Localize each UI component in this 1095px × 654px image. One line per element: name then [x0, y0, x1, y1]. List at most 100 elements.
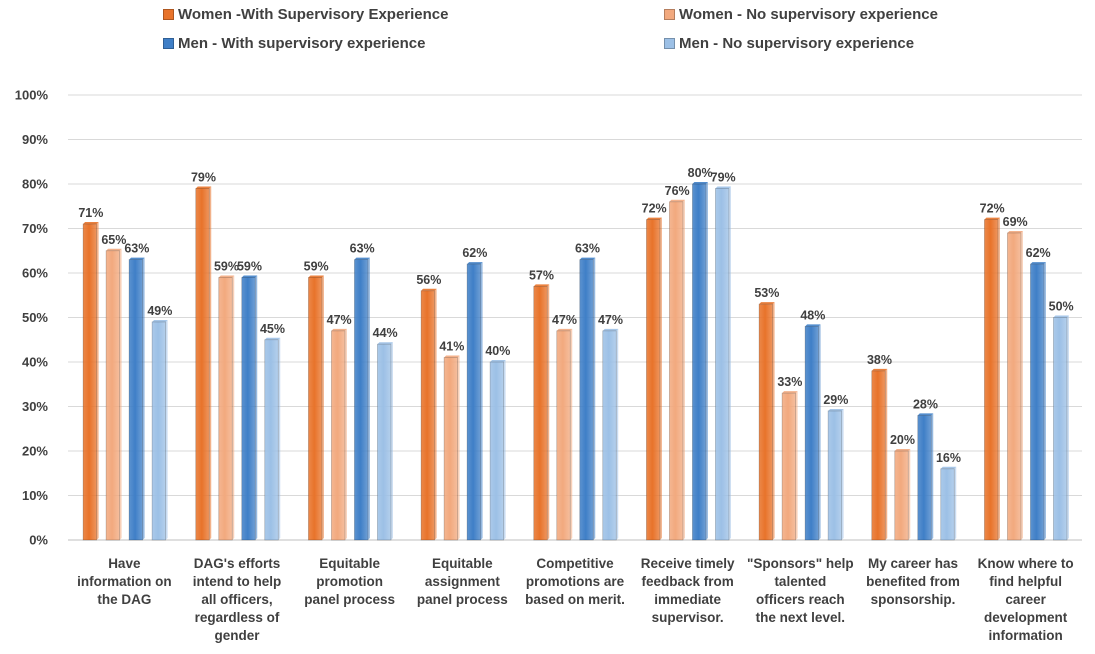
bar: [1007, 232, 1022, 541]
bar: [1053, 317, 1068, 541]
data-label: 33%: [777, 375, 802, 389]
bar-side: [480, 262, 483, 540]
bar-top: [218, 275, 235, 278]
bar-side: [841, 408, 844, 540]
x-tick-label: Receive timely feedback from immediate supe…: [641, 556, 735, 625]
bar-side: [795, 391, 798, 540]
bar-side: [818, 324, 821, 540]
data-label: 47%: [552, 313, 577, 327]
bar-side: [1020, 230, 1023, 540]
bar: [692, 183, 707, 541]
y-tick-label: 80%: [22, 177, 48, 192]
legend-swatch: [163, 38, 174, 49]
bar: [128, 259, 143, 541]
bar-side: [503, 360, 506, 540]
data-label: 41%: [439, 340, 464, 354]
data-label: 16%: [936, 451, 961, 465]
data-label: 57%: [529, 268, 554, 282]
bar-top: [195, 186, 212, 189]
bar: [781, 392, 796, 541]
legend-swatch: [163, 9, 174, 20]
bar-top: [917, 413, 934, 416]
x-tick-label: Competitive promotions are based on merit.: [525, 556, 625, 607]
bar-side: [682, 199, 685, 541]
bar: [715, 188, 730, 541]
bar-top: [129, 257, 145, 260]
data-label: 44%: [373, 326, 398, 340]
bar: [420, 290, 435, 541]
y-tick-label: 10%: [22, 488, 48, 503]
bar-side: [457, 355, 460, 540]
data-label: 62%: [462, 246, 487, 260]
bar: [489, 361, 504, 541]
data-label: 28%: [913, 397, 938, 411]
bar-side: [321, 275, 324, 540]
bar-side: [96, 222, 99, 541]
y-tick-label: 20%: [22, 444, 48, 459]
bar-side: [367, 257, 370, 540]
bar-side: [616, 328, 619, 540]
x-tick-label: My career has benefited from sponsorship.: [866, 556, 960, 607]
bar-top: [467, 262, 483, 265]
legend: Women -With Supervisory Experience Women…: [0, 0, 1095, 60]
bar-top: [106, 248, 122, 251]
bar-top: [533, 284, 550, 287]
data-label: 79%: [191, 170, 216, 184]
y-tick-label: 100%: [15, 88, 49, 103]
x-tick-label: "Sponsors" help talented officers reach the…: [747, 556, 854, 625]
bar-side: [1066, 315, 1069, 540]
data-label: 62%: [1026, 246, 1051, 260]
bar-top: [646, 217, 662, 220]
bar-top: [1030, 262, 1046, 265]
data-label: 29%: [823, 393, 848, 407]
bar: [1030, 263, 1045, 541]
bar-side: [119, 248, 122, 540]
data-label: 63%: [350, 242, 375, 256]
bar-top: [805, 324, 821, 327]
bar: [646, 219, 661, 541]
data-label: 45%: [260, 322, 285, 336]
data-label: 48%: [800, 308, 825, 322]
x-tick-label: Know where to find helpful career developme…: [978, 556, 1074, 643]
bar-top: [894, 449, 911, 451]
legend-swatch: [664, 38, 675, 49]
bar: [579, 259, 594, 541]
bar-top: [602, 328, 619, 331]
x-tick-label: Have information on the DAG: [77, 556, 172, 607]
bar-top: [264, 337, 281, 340]
bar-top: [308, 275, 324, 278]
bar-top: [83, 222, 99, 225]
legend-label: Women - No supervisory experience: [679, 6, 938, 23]
bar-top: [579, 257, 596, 260]
bar-top: [828, 408, 844, 411]
legend-swatch: [664, 9, 675, 20]
legend-item-women-supervisory: Women -With Supervisory Experience: [163, 6, 449, 23]
bar-top: [1053, 315, 1069, 318]
bar-side: [278, 337, 281, 540]
y-tick-label: 50%: [22, 310, 48, 325]
data-label: 38%: [867, 353, 892, 367]
data-label: 47%: [598, 313, 623, 327]
bar: [804, 326, 819, 541]
bar: [105, 250, 120, 541]
bar: [466, 263, 481, 541]
x-tick-label: Equitable promotion panel process: [304, 556, 395, 607]
data-label: 47%: [327, 313, 352, 327]
bar-top: [782, 391, 798, 394]
bar: [331, 330, 346, 541]
data-label: 63%: [124, 242, 149, 256]
legend-label: Women -With Supervisory Experience: [178, 6, 449, 23]
bar: [82, 223, 97, 541]
bar-top: [715, 186, 731, 189]
y-tick-label: 70%: [22, 221, 48, 236]
bar-side: [705, 182, 708, 540]
bar-side: [434, 288, 437, 540]
y-tick-label: 30%: [22, 399, 48, 414]
legend-label: Men - No supervisory experience: [679, 35, 915, 52]
y-tick-label: 40%: [22, 355, 48, 370]
bar: [151, 321, 166, 541]
bar: [377, 343, 392, 541]
data-label: 59%: [304, 259, 329, 273]
legend-label: Men - With supervisory experience: [178, 35, 426, 52]
bar: [308, 277, 323, 541]
